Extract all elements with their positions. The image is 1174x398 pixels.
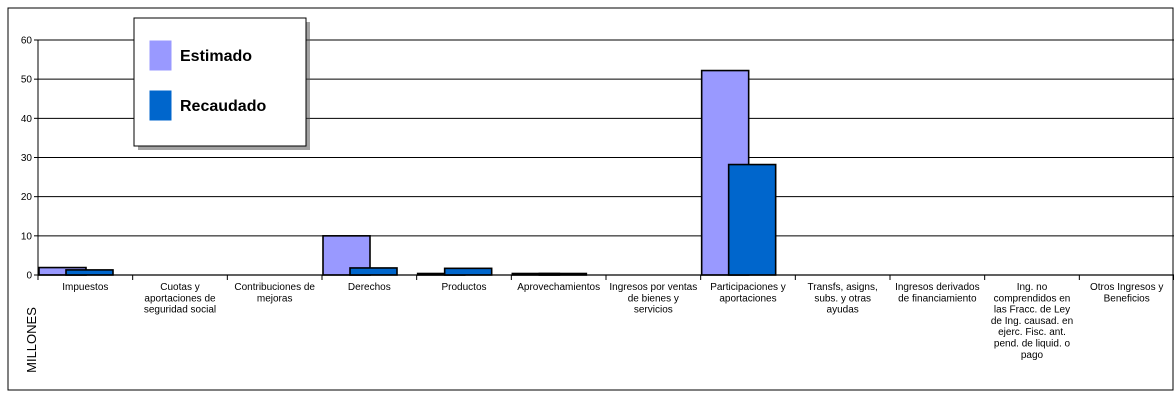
x-tick-label: Ingresos derivados de financiamiento <box>895 282 980 304</box>
y-tick-label: 60 <box>21 36 33 47</box>
y-tick-label: 30 <box>21 153 33 164</box>
bar-recaudado <box>727 163 777 276</box>
bar-recaudado <box>65 269 114 276</box>
x-tick-label: Transfs, asigns, subs. y otras ayudas <box>808 282 878 316</box>
y-axis-title: MILLONES <box>24 307 39 373</box>
x-tick-label: Ingresos por ventas de bienes y servicios <box>609 282 697 316</box>
legend-label: Recaudado <box>180 98 266 115</box>
y-tick-label: 40 <box>21 114 33 125</box>
legend-label: Estimado <box>180 48 252 65</box>
x-tick-label: Contribuciones de mejoras <box>234 282 315 304</box>
y-tick-label: 0 <box>26 271 32 282</box>
x-tick-label: Participaciones y aportaciones <box>710 282 786 304</box>
bar-recaudado <box>349 267 398 276</box>
legend-swatch <box>148 89 173 122</box>
x-tick-label: Impuestos <box>62 282 108 293</box>
legend-box <box>133 17 307 147</box>
x-tick-label: Cuotas y aportaciones de seguridad social <box>144 282 216 316</box>
bar-recaudado <box>443 267 493 276</box>
x-tick-label: Otros Ingresos y Beneficios <box>1090 282 1163 304</box>
y-tick-label: 20 <box>21 192 33 203</box>
y-tick-label: 50 <box>21 75 33 86</box>
x-tick-label: Aprovechamientos <box>517 282 600 293</box>
legend-swatch <box>148 39 173 72</box>
x-tick-label: Derechos <box>348 282 391 293</box>
y-tick-label: 10 <box>21 231 33 242</box>
x-tick-label: Ing. no comprendidos en las Fracc. de Ley d… <box>991 282 1073 361</box>
x-tick-label: Productos <box>441 282 486 293</box>
